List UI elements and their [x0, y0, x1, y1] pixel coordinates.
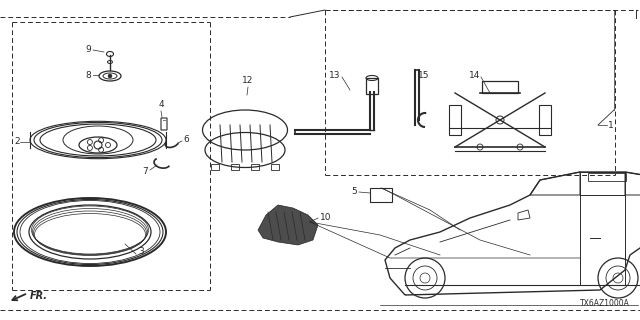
Bar [366, 78, 378, 94]
Polygon shape [258, 205, 318, 245]
Text: 13: 13 [328, 70, 340, 79]
Text: 9: 9 [85, 45, 91, 54]
Text: 5: 5 [351, 188, 357, 196]
Bar [251, 164, 259, 170]
Text: 10: 10 [320, 213, 332, 222]
Bar [211, 164, 219, 170]
Text: 14: 14 [468, 70, 480, 79]
Circle shape [108, 74, 112, 78]
Text: 6: 6 [183, 135, 189, 145]
Bar [588, 173, 626, 181]
Bar [370, 188, 392, 202]
Bar [449, 105, 461, 135]
Text: 4: 4 [158, 100, 164, 109]
Text: 2: 2 [14, 138, 20, 147]
Bar [539, 105, 551, 135]
Bar [482, 81, 518, 93]
Text: 3: 3 [138, 247, 144, 257]
Bar [231, 164, 239, 170]
Text: 12: 12 [243, 76, 253, 85]
Bar [271, 164, 279, 170]
Text: TX6AZ1000A: TX6AZ1000A [580, 299, 630, 308]
Text: FR.: FR. [30, 291, 48, 301]
Text: 8: 8 [85, 70, 91, 79]
Text: 15: 15 [418, 70, 429, 79]
Text: 7: 7 [142, 167, 148, 177]
Text: 1: 1 [608, 121, 614, 130]
